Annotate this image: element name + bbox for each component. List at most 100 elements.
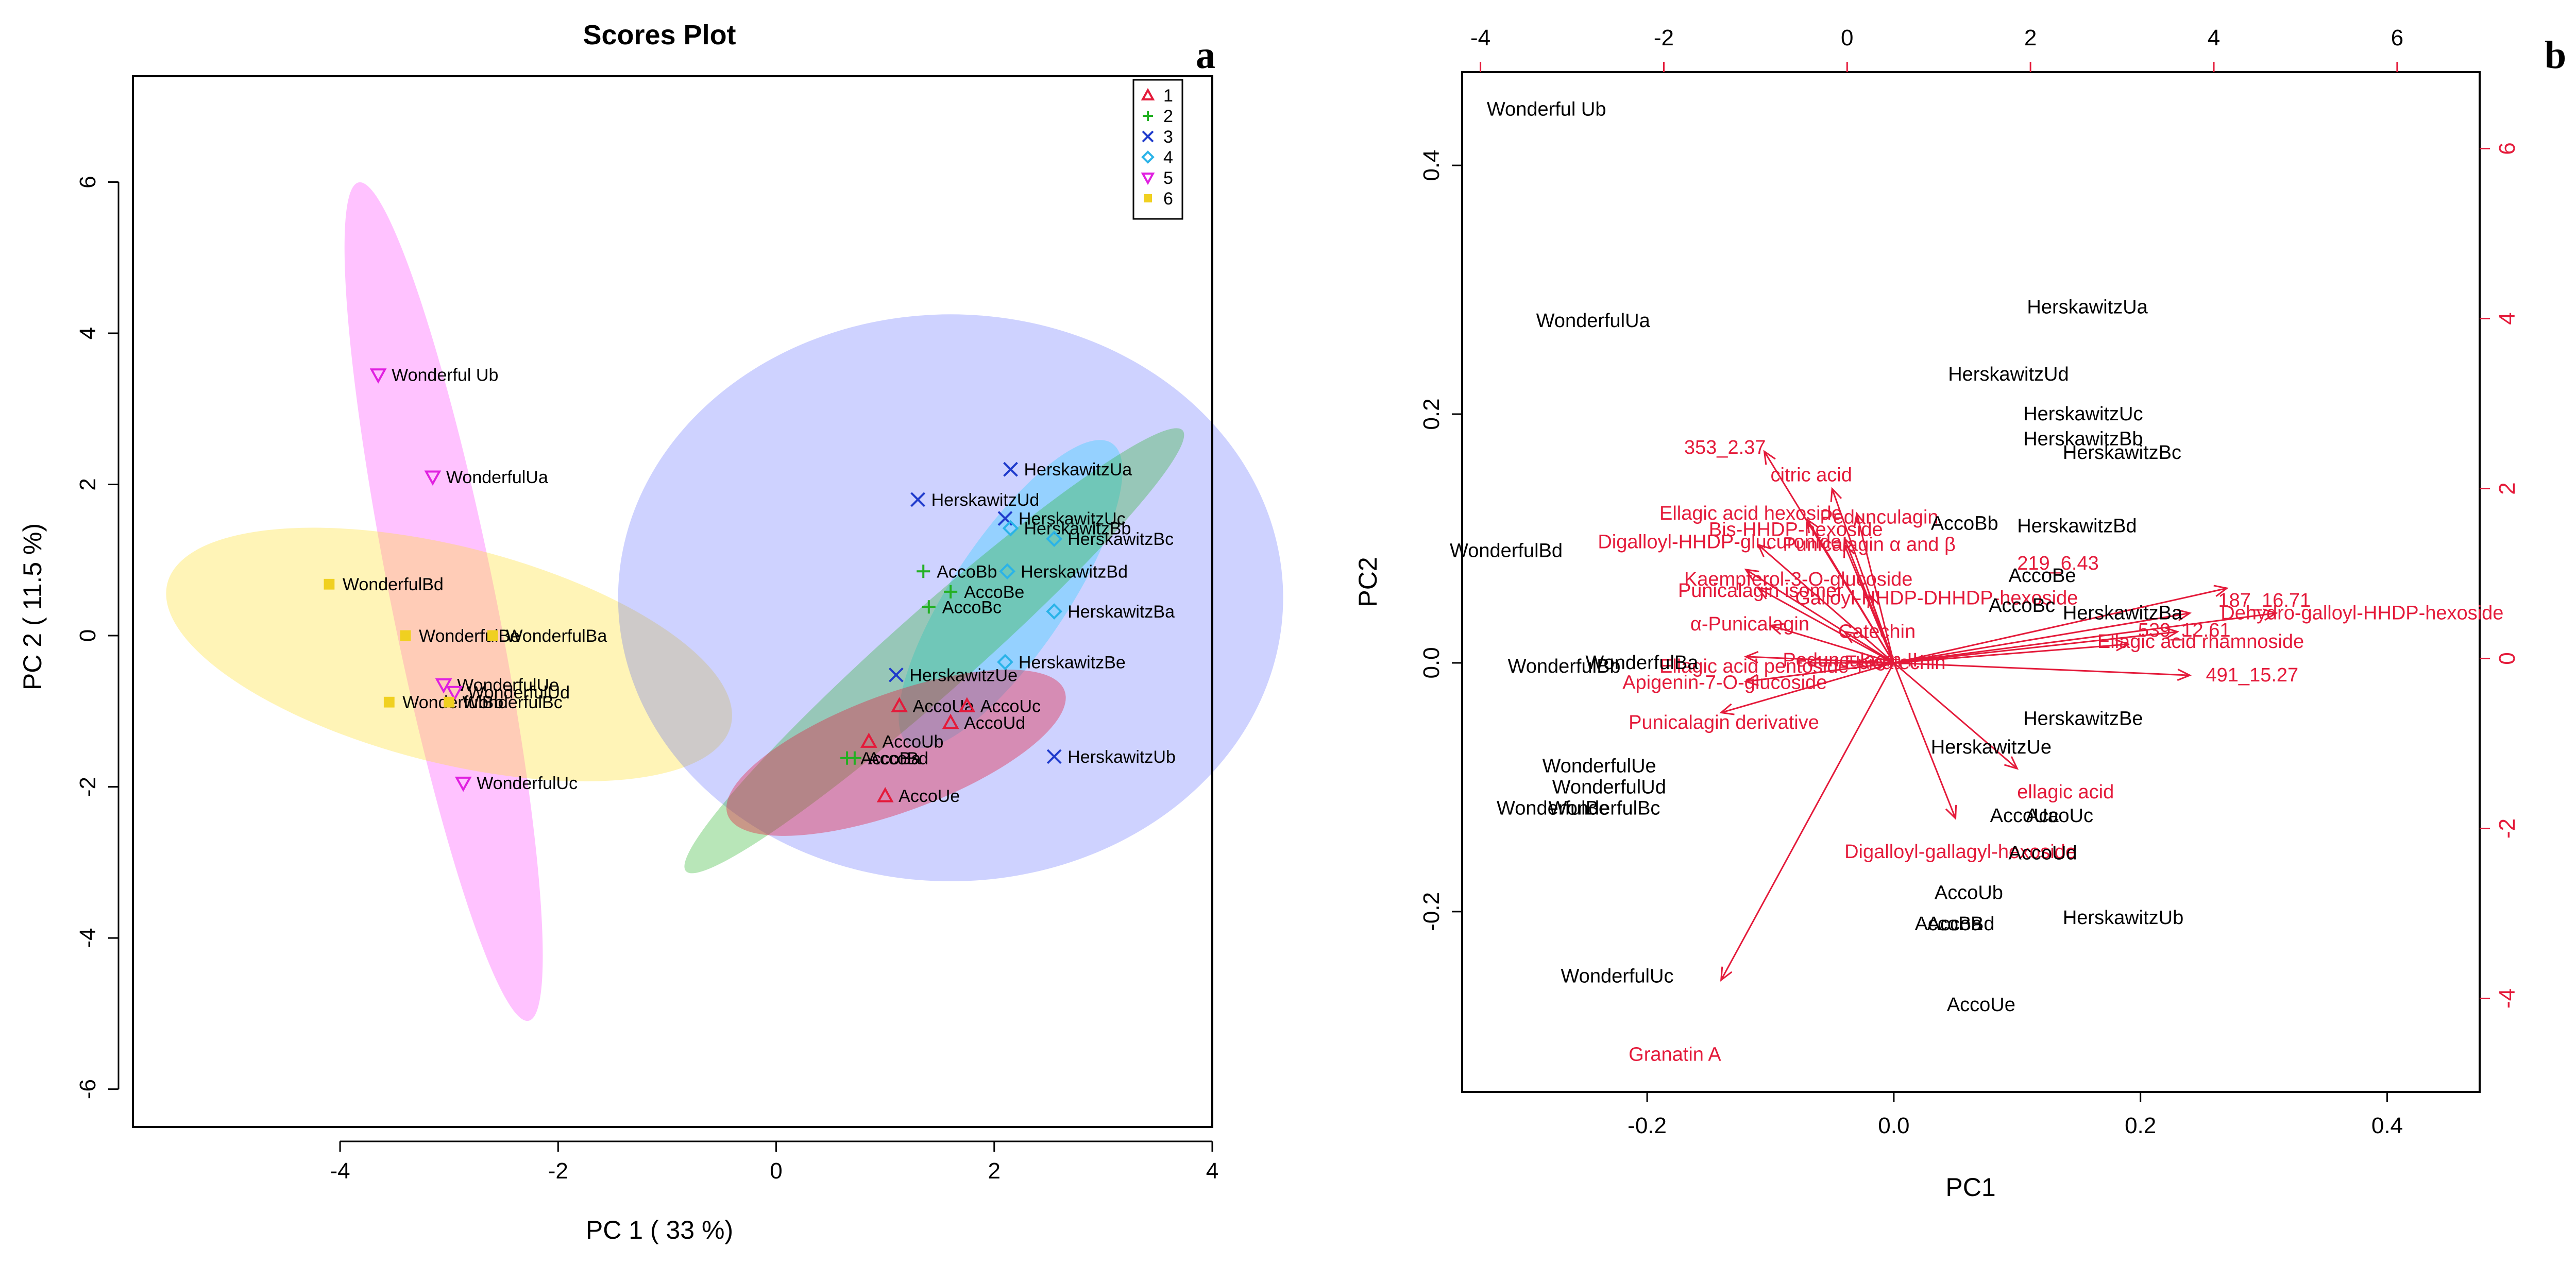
left-y-tick-label: -0.2	[1419, 892, 1444, 931]
biplot-axes: -0.2 0.0 0.2 0.4-0.20.00.20.4-4 -2 0 2 4 6-4-202…	[1419, 25, 2520, 1138]
loading-arrow	[1893, 609, 2192, 664]
right-y-tick-label: -2	[2495, 818, 2520, 839]
score-point: WonderfulBc	[444, 693, 563, 712]
top-x-tick-label: 0	[1841, 25, 1853, 50]
score-point-label: HerskawitzBd	[1021, 562, 1128, 582]
score-point: HerskawitzUd	[910, 490, 1040, 510]
y-tick-label: -6	[75, 1079, 100, 1099]
cross-marker	[1003, 461, 1018, 477]
score-point: WonderfulUd	[446, 683, 570, 703]
score-point: HerskawitzBd	[999, 562, 1128, 582]
biplot-frame	[1461, 71, 2481, 1093]
loading-label: ellagic acid	[2017, 781, 2114, 803]
loading-arrow	[1743, 651, 1894, 664]
top-x-tick-label: 4	[2208, 25, 2220, 50]
observation-label: WonderfulUa	[1536, 310, 1651, 332]
observation-label: AccoBd	[1927, 913, 1995, 935]
score-point: HerskawitzUe	[888, 665, 1018, 685]
y-tick-label: -4	[75, 928, 100, 948]
score-point-label: AccoUc	[980, 697, 1041, 716]
x-tick-label: 2	[988, 1158, 1001, 1184]
score-point-label: AccoBa	[860, 749, 921, 768]
bottom-x-tick-label: 0.2	[2125, 1113, 2156, 1138]
confidence-ellipse-group-6	[166, 527, 732, 781]
observation-label: HerskawitzBd	[2017, 515, 2137, 537]
left-y-tick-label: 0.0	[1419, 647, 1444, 678]
loading-arrow	[1893, 662, 2019, 770]
score-point-label: WonderfulBd	[343, 575, 444, 594]
score-point: AccoUe	[876, 787, 960, 806]
score-point: WonderfulUa	[424, 468, 548, 487]
loading-arrows	[1719, 450, 2278, 982]
inverted-triangle-marker	[435, 678, 452, 694]
scores-plot-panel: Scores Plot a -4 -2 0 2 4 -6 -4 -2 0 2 4 6 Wonderf…	[18, 20, 1283, 1244]
loading-label: Galloyl-HHDP-DHHDP-hexoside	[1795, 587, 2078, 609]
legend-item-6: 6	[1144, 189, 1173, 209]
inverted-triangle-marker	[446, 686, 463, 702]
observation-label: HerskawitzUc	[2023, 403, 2143, 425]
loading-arrow	[1893, 639, 2130, 664]
diamond-marker	[997, 654, 1013, 671]
triangle-marker	[891, 697, 908, 712]
loading-arrow	[1867, 592, 1895, 663]
score-point-label: HerskawitzBa	[1067, 602, 1175, 622]
loading-arrow	[1893, 585, 2229, 664]
score-point-label: WonderfulBc	[463, 693, 563, 712]
score-point: AccoBb	[917, 562, 997, 582]
observation-label: Wonderful Ub	[1487, 98, 1606, 120]
score-point-label: WonderfulUc	[477, 774, 578, 793]
square-marker	[1144, 194, 1152, 202]
scores-points: Wonderful UbWonderfulUaWonderfulUeWonder…	[324, 366, 1176, 806]
legend-label: 5	[1163, 168, 1173, 188]
loading-arrow	[1743, 662, 1894, 687]
score-point-label: HerskawitzUd	[931, 490, 1040, 510]
x-tick-label: 4	[1206, 1158, 1218, 1184]
score-point-label: AccoUd	[964, 713, 1025, 733]
score-point-label: WonderfulBe	[419, 626, 520, 646]
confidence-ellipse-group-1	[726, 670, 1066, 836]
panel-letter-b: b	[2545, 33, 2566, 77]
loading-label: Ellagic acid rhamnoside	[2097, 631, 2304, 653]
observation-label: AccoUb	[1935, 882, 2003, 904]
score-point-label: HerskawitzUb	[1067, 747, 1176, 767]
loading-arrow	[1756, 543, 1894, 664]
loading-label: Punicalagin derivative	[1629, 712, 1819, 733]
observation-label: HerskawitzBa	[2063, 602, 2183, 624]
y-tick-label: 4	[75, 327, 100, 339]
score-point-label: HerskawitzBe	[1019, 653, 1126, 672]
loading-label: Epicatechin	[1844, 652, 1945, 674]
score-point-label: HerskawitzUc	[1019, 509, 1126, 529]
confidence-ellipse-group-4	[899, 440, 1123, 748]
cross-marker	[910, 492, 926, 507]
score-point: AccoUb	[860, 732, 943, 752]
observation-label: AccoBb	[1931, 513, 1998, 535]
legend-label: 3	[1163, 127, 1173, 147]
score-point: AccoUd	[942, 713, 1025, 733]
loading-arrow	[1768, 623, 1894, 664]
observation-labels: Wonderful Ub WonderfulUa WonderfulBd Wonder…	[1450, 98, 2183, 1016]
triangle-marker	[942, 713, 959, 729]
loading-label: citric acid	[1770, 464, 1852, 486]
score-point: HerskawitzBa	[1046, 602, 1175, 622]
top-x-tick-label: 2	[2024, 25, 2037, 50]
score-point: AccoUc	[958, 697, 1041, 716]
biplot-y-axis-title: PC2	[1353, 557, 1382, 607]
observation-label: WonderfulBe	[1497, 797, 1609, 819]
score-point-label: AccoUe	[899, 787, 960, 806]
legend-item-4: 4	[1141, 148, 1173, 167]
observation-label: HerskawitzBb	[2023, 428, 2143, 450]
observation-label: HerskawitzUe	[1931, 737, 2052, 758]
plus-marker	[922, 600, 936, 614]
observation-label: WonderfulUd	[1552, 776, 1666, 798]
top-x-tick-label: 6	[2391, 25, 2403, 50]
square-marker	[383, 696, 395, 708]
observation-label: AccoUc	[2026, 805, 2093, 827]
confidence-ellipses	[166, 182, 1283, 1021]
loading-label: Digalloyl-HHDP-glucuronide	[1598, 532, 1841, 553]
loading-label: 187_16.71	[2218, 590, 2311, 611]
observation-label: WonderfulUe	[1543, 755, 1656, 777]
score-point-label: HerskawitzUe	[909, 665, 1018, 685]
loading-label: α-Punicalagin	[1690, 613, 1809, 635]
observation-label: AccoUa	[1990, 805, 2059, 827]
score-point-label: AccoUb	[882, 732, 943, 752]
